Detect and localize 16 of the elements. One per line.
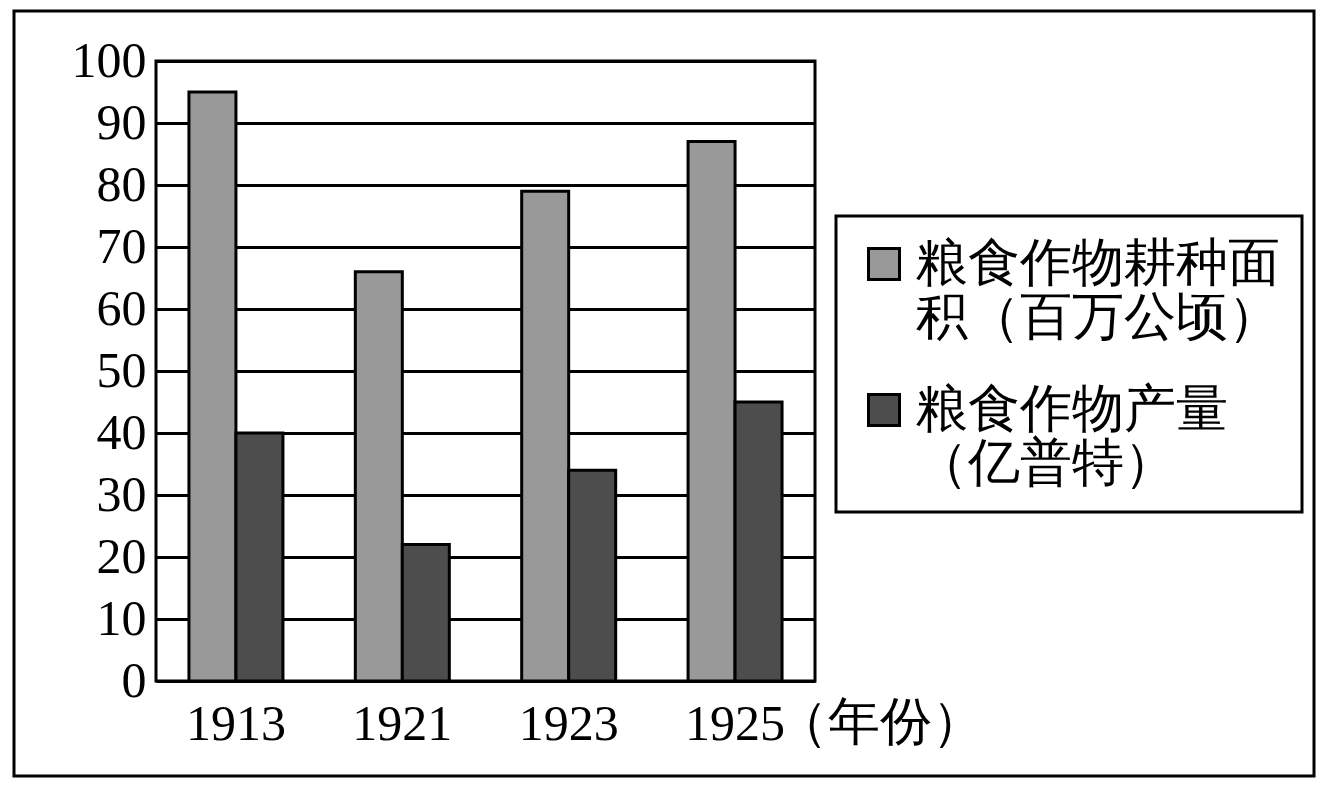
y-tick-label: 20 xyxy=(96,527,147,584)
y-tick-label: 30 xyxy=(96,465,147,522)
y-tick-label: 80 xyxy=(96,155,147,212)
y-tick-label: 40 xyxy=(96,403,147,460)
y-tick-label: 90 xyxy=(96,93,147,150)
y-tick-label: 10 xyxy=(96,589,147,646)
x-tick-label: 1923 xyxy=(518,694,619,751)
y-tick-label: 100 xyxy=(71,31,147,88)
y-tick-label: 60 xyxy=(96,279,147,336)
y-tick-label: 70 xyxy=(96,217,147,274)
legend-label: 粮食作物耕种面积（百万公顷） xyxy=(916,234,1280,345)
legend-label: 粮食作物产量（亿普特） xyxy=(916,380,1228,491)
y-tick-label: 50 xyxy=(96,341,147,398)
y-tick-label: 0 xyxy=(121,651,147,708)
x-tick-label: 1921 xyxy=(352,694,453,751)
x-tick-label: 1913 xyxy=(185,694,286,751)
